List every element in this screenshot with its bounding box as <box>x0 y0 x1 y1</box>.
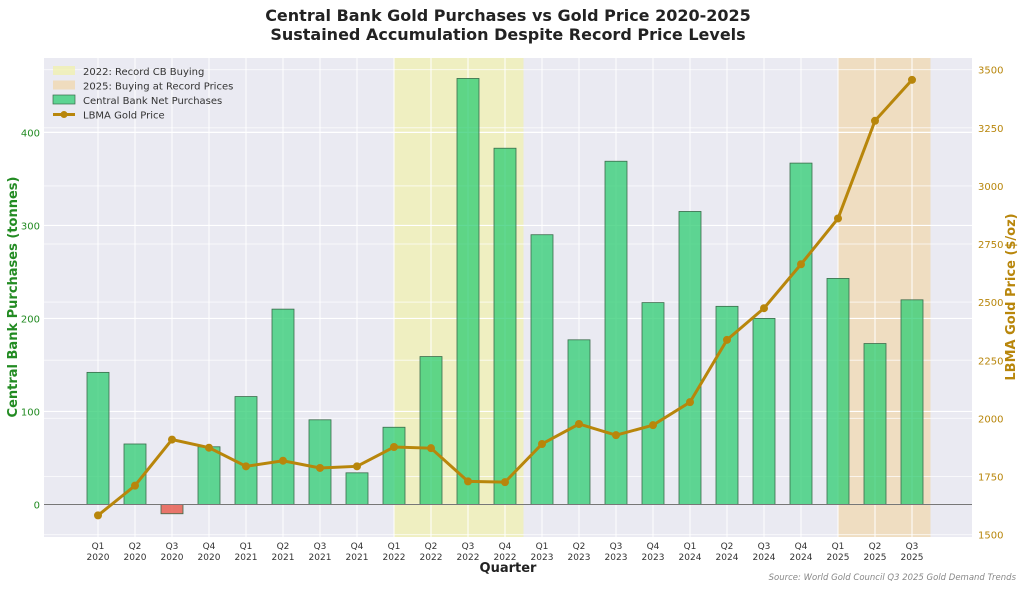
price-point <box>649 421 657 430</box>
x-tick-label: Q1 2025 <box>827 542 850 563</box>
chart-title: Central Bank Gold Purchases vs Gold Pric… <box>265 6 751 25</box>
price-point <box>686 398 694 407</box>
price-point <box>760 304 768 313</box>
x-tick-label: Q2 2023 <box>568 542 591 563</box>
bar <box>271 308 295 505</box>
chart-subtitle: Sustained Accumulation Despite Record Pr… <box>270 25 745 44</box>
price-point <box>205 443 213 452</box>
price-point <box>279 456 287 465</box>
bar <box>604 160 628 505</box>
x-tick-label: Q1 2020 <box>87 542 110 563</box>
price-point <box>575 419 583 428</box>
x-tick-label: Q3 2020 <box>161 542 184 563</box>
bar <box>530 234 554 505</box>
x-tick-label: Q3 2025 <box>901 542 924 563</box>
price-point <box>131 481 139 490</box>
bar <box>678 211 702 505</box>
x-tick-label: Q1 2021 <box>235 542 258 563</box>
x-tick-label: Q4 2021 <box>346 542 369 563</box>
legend-label: 2022: Record CB Buying <box>83 67 204 78</box>
price-point <box>390 443 398 452</box>
price-point <box>501 478 509 487</box>
x-tick-label: Q2 2020 <box>124 542 147 563</box>
legend-swatch <box>53 80 75 90</box>
price-point <box>94 511 102 520</box>
legend-swatch <box>52 94 76 105</box>
price-point <box>353 462 361 471</box>
bar <box>86 371 110 505</box>
bar <box>493 147 517 505</box>
bar <box>789 162 813 505</box>
x-tick-label: Q3 2024 <box>753 542 776 563</box>
bar <box>826 278 850 505</box>
bar <box>234 396 258 505</box>
x-tick-label: Q1 2023 <box>531 542 554 563</box>
price-point <box>797 260 805 269</box>
y-right-tick-label: 2500 <box>978 298 1003 309</box>
x-tick-label: Q2 2024 <box>716 542 739 563</box>
x-tick-label: Q4 2022 <box>494 542 517 563</box>
x-tick-label: Q4 2020 <box>198 542 221 563</box>
source-note: Source: World Gold Council Q3 2025 Gold … <box>769 573 1017 583</box>
bar <box>160 504 184 515</box>
y-right-tick-label: 2250 <box>978 356 1003 367</box>
x-tick-label: Q3 2023 <box>605 542 628 563</box>
bar <box>863 343 887 505</box>
x-tick-label: Q4 2023 <box>642 542 665 563</box>
y-right-tick-label: 3250 <box>978 124 1003 135</box>
price-point <box>316 463 324 472</box>
price-point <box>871 116 879 125</box>
x-tick-label: Q1 2022 <box>383 542 406 563</box>
price-point <box>723 335 731 344</box>
legend-marker <box>60 111 68 118</box>
x-tick-label: Q1 2024 <box>679 542 702 563</box>
y-left-tick-label: 0 <box>34 500 40 511</box>
bar <box>900 299 924 505</box>
price-point <box>242 462 250 471</box>
bar <box>419 356 443 505</box>
legend-label: 2025: Buying at Record Prices <box>83 82 233 93</box>
bar <box>641 302 665 505</box>
price-point <box>908 75 916 84</box>
bar <box>308 419 332 505</box>
bar <box>345 472 369 505</box>
y-left-axis-label: Central Bank Purchases (tonnes) <box>6 177 21 418</box>
price-point <box>168 435 176 444</box>
legend-label: Central Bank Net Purchases <box>83 96 222 107</box>
y-left-tick-label: 200 <box>21 314 40 325</box>
x-tick-label: Q2 2021 <box>272 542 295 563</box>
y-right-tick-label: 1750 <box>978 473 1003 484</box>
x-tick-label: Q4 2024 <box>790 542 813 563</box>
x-tick-label: Q3 2021 <box>309 542 332 563</box>
y-left-tick-label: 400 <box>21 128 40 139</box>
legend-swatch <box>53 66 75 75</box>
price-point <box>427 444 435 453</box>
bar <box>752 318 776 505</box>
x-tick-label: Q2 2022 <box>420 542 443 563</box>
x-tick-label: Q2 2025 <box>864 542 887 563</box>
price-point <box>464 477 472 486</box>
y-left-tick-label: 300 <box>21 221 40 232</box>
price-point <box>612 431 620 440</box>
bar <box>456 78 480 505</box>
x-tick-label: Q3 2022 <box>457 542 480 563</box>
y-right-axis-label: LBMA Gold Price ($/oz) <box>1004 213 1019 380</box>
y-right-tick-label: 2750 <box>978 240 1003 251</box>
bar <box>382 426 406 505</box>
y-right-tick-label: 1500 <box>978 531 1003 542</box>
y-left-tick-label: 100 <box>21 407 40 418</box>
y-right-tick-label: 3000 <box>978 182 1003 193</box>
legend-label: LBMA Gold Price <box>83 111 165 122</box>
y-right-tick-label: 2000 <box>978 414 1003 425</box>
y-right-tick-label: 3500 <box>978 66 1003 77</box>
x-axis-label: Quarter <box>480 561 538 576</box>
bar <box>197 446 221 505</box>
price-point <box>538 439 546 448</box>
price-point <box>834 214 842 223</box>
